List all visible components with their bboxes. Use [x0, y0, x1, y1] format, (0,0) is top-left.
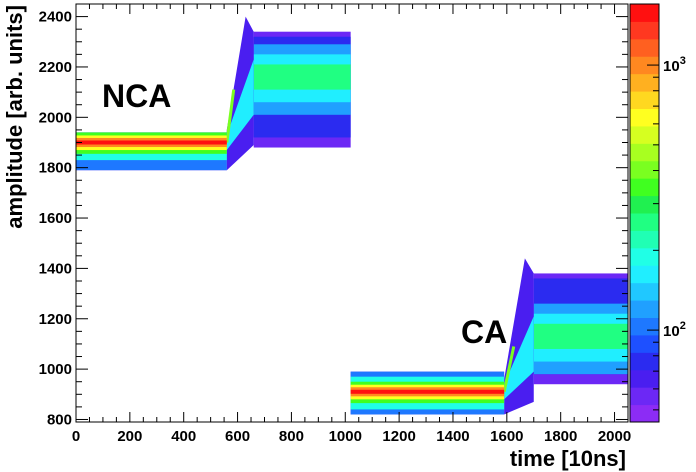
- x-tick-label: 1400: [436, 428, 469, 445]
- nca-band-cell: [76, 140, 227, 145]
- ca-rise-core: [502, 346, 516, 393]
- colorbar-cell: [630, 21, 659, 40]
- y-tick-label: 1000: [39, 361, 72, 378]
- colorbar-cell: [630, 108, 659, 127]
- colorbar-cell: [630, 125, 659, 144]
- colorbar-cell: [630, 56, 659, 75]
- colorbar-cell: [630, 300, 659, 318]
- y-tick-label: 1400: [39, 260, 72, 277]
- colorbar: 102 103: [629, 3, 686, 423]
- colorbar-cell: [630, 404, 659, 423]
- colorbar-tick-label: 102: [663, 320, 686, 340]
- y-tick-label: 2000: [39, 109, 72, 126]
- colorbar-cell: [630, 265, 659, 284]
- colorbar-cell: [630, 317, 659, 336]
- annotation-nca: NCA: [102, 78, 171, 114]
- plot-frame: [75, 3, 629, 423]
- x-tick-label: 1000: [329, 428, 362, 445]
- colorbar-cell: [630, 178, 659, 197]
- colorbar-cell: [630, 247, 659, 266]
- heatmap-layer: [76, 16, 628, 415]
- ca-rise-mid: [504, 316, 534, 400]
- y-tick-label: 1800: [39, 160, 72, 177]
- colorbar-cell: [630, 4, 659, 22]
- x-tick-label: 1600: [490, 428, 523, 445]
- y-axis-title: amplitude [arb. units]: [2, 5, 27, 229]
- colorbar-cell: [630, 38, 659, 57]
- colorbar-tick-label: 103: [663, 55, 686, 75]
- colorbar-cell: [630, 352, 659, 371]
- y-tick-label: 2400: [39, 9, 72, 26]
- x-tick-label: 600: [225, 428, 250, 445]
- nca-rise-mid: [226, 59, 254, 151]
- colorbar-cell: [630, 213, 659, 231]
- ca-band-cell: [350, 389, 505, 394]
- y-tick-label: 2200: [39, 59, 72, 76]
- nca-rise-core: [225, 89, 236, 143]
- x-tick-label: 0: [72, 428, 80, 445]
- colorbar-cell: [630, 387, 659, 406]
- x-tick-label: 400: [171, 428, 196, 445]
- x-tick-label: 200: [117, 428, 142, 445]
- colorbar-cell: [630, 282, 659, 301]
- x-tick-label: 2000: [598, 428, 631, 445]
- colorbar-cell: [630, 369, 659, 388]
- colorbar-cell: [630, 334, 659, 353]
- x-tick-label: 1800: [544, 428, 577, 445]
- colorbar-cell: [630, 73, 659, 92]
- ca-plateau-cell: [533, 323, 628, 349]
- colorbar-cell: [630, 160, 659, 179]
- colorbar-frame: [629, 3, 660, 423]
- x-axis-title: time [10ns]: [510, 446, 626, 471]
- x-tick-label: 800: [279, 428, 304, 445]
- y-tick-label: 800: [47, 411, 72, 428]
- x-axis-ticks: 0 200 400 600 800 1000 1200 1400 1600 1800 2000: [72, 4, 631, 445]
- colorbar-cell: [630, 143, 659, 162]
- y-tick-label: 1600: [39, 210, 72, 227]
- x-tick-label: 1200: [382, 428, 415, 445]
- colorbar-cell: [630, 230, 659, 249]
- y-axis-ticks: 800 1000 1200 1400 1600 1800 2000 2200 2400: [39, 9, 628, 428]
- nca-plateau-cell: [253, 64, 351, 90]
- colorbar-cell: [630, 195, 659, 214]
- colorbar-cell: [630, 91, 659, 109]
- y-tick-label: 1200: [39, 311, 72, 328]
- annotation-ca: CA: [461, 314, 507, 350]
